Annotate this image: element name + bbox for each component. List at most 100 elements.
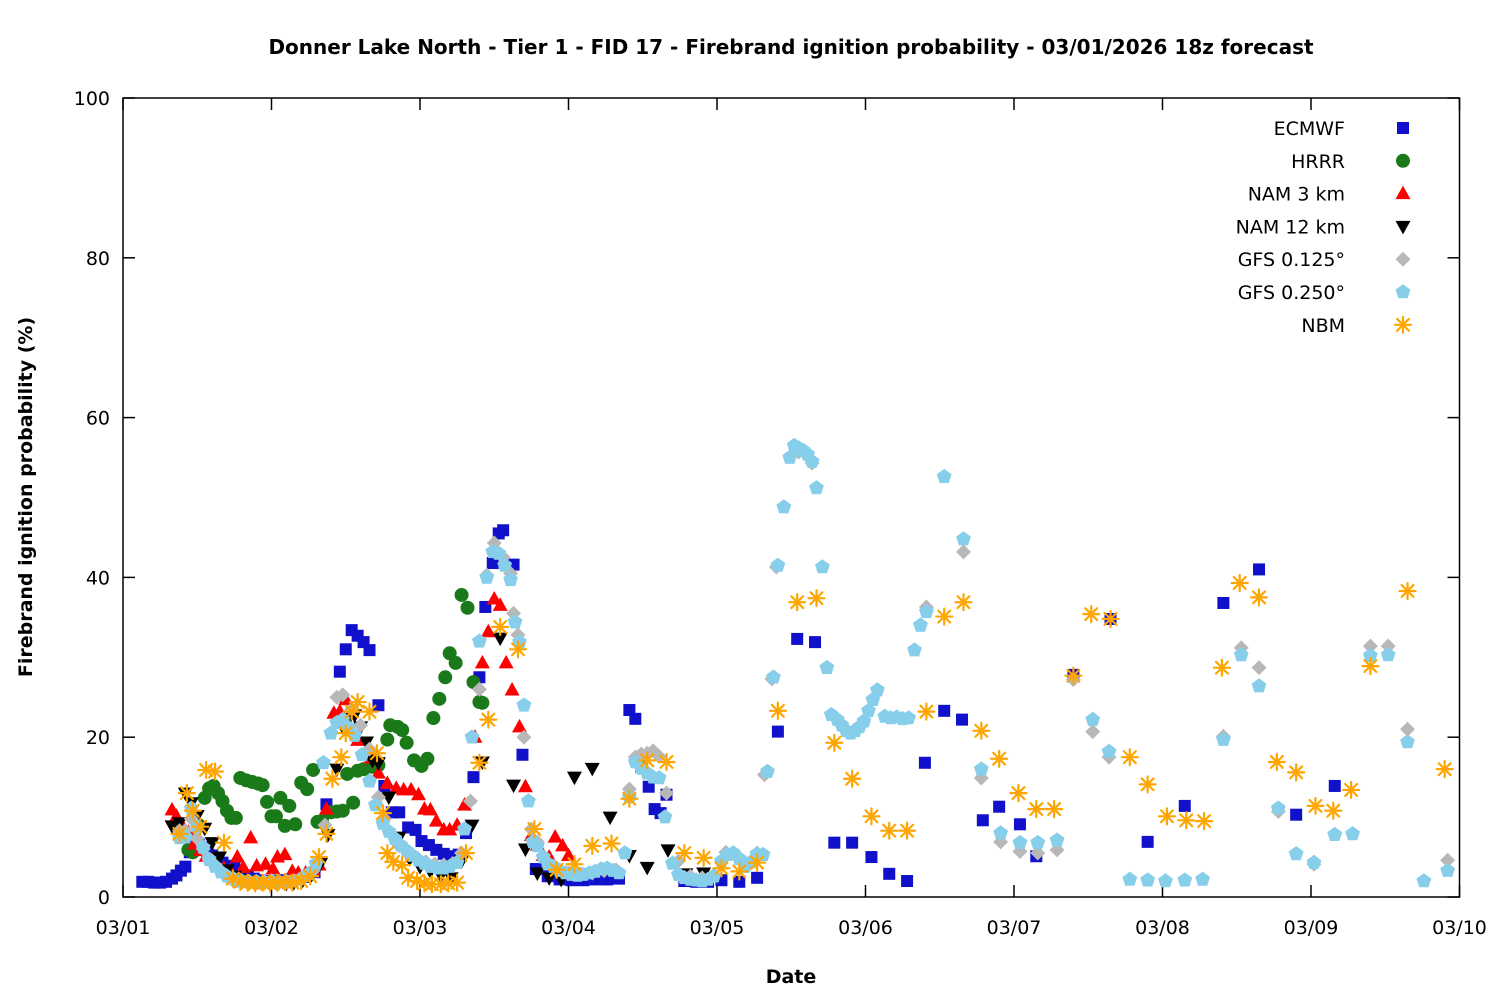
data-point [448, 873, 467, 892]
data-point [407, 871, 427, 891]
data-point [472, 633, 487, 648]
data-point [1212, 658, 1232, 677]
x-tick-label: 03/03 [393, 917, 448, 939]
data-point [1290, 808, 1303, 821]
data-point [828, 836, 841, 849]
data-point [464, 819, 480, 834]
data-point [917, 702, 936, 721]
data-point [492, 597, 508, 611]
data-point [411, 786, 427, 801]
data-point [1157, 807, 1177, 826]
data-point [825, 733, 844, 752]
data-point [363, 644, 376, 657]
data-point [561, 847, 576, 861]
data-point [309, 847, 329, 867]
data-point [1009, 784, 1028, 803]
data-point [335, 687, 351, 703]
y-tick-label: 60 [86, 408, 110, 430]
data-point [956, 544, 972, 560]
data-point [665, 855, 680, 870]
data-point [901, 710, 916, 725]
data-point [938, 704, 951, 717]
x-axis-label: Date [766, 966, 817, 988]
data-point [426, 711, 441, 726]
legend-label: NBM [1301, 315, 1345, 337]
data-point [712, 859, 731, 878]
data-point [1435, 760, 1454, 779]
data-point [751, 871, 764, 884]
data-point [491, 545, 507, 560]
data-point [541, 872, 557, 886]
data-point [819, 659, 835, 674]
legend-entry-nam-12-km: NAM 12 km [1236, 216, 1411, 238]
legend-entry-ecmwf: ECMWF [1274, 118, 1409, 140]
data-point [1400, 721, 1416, 737]
data-point [1327, 826, 1343, 841]
data-point [370, 765, 386, 779]
data-point [353, 717, 369, 733]
data-point [409, 823, 422, 836]
data-point [197, 760, 216, 780]
series-ecmwf [136, 524, 1341, 889]
data-point [1194, 811, 1214, 831]
data-point [332, 748, 351, 767]
x-tick-label: 03/04 [541, 917, 596, 939]
data-point [1177, 811, 1196, 830]
data-point [768, 701, 787, 720]
data-point [212, 851, 228, 866]
data-point [471, 681, 487, 697]
data-point [1013, 818, 1026, 831]
data-point [422, 801, 438, 816]
data-point [1141, 835, 1154, 848]
data-point [464, 729, 480, 744]
data-point [191, 817, 210, 836]
data-point [1249, 588, 1269, 607]
data-point [639, 861, 655, 876]
data-point [381, 791, 397, 806]
data-point [804, 453, 820, 468]
data-point [373, 804, 392, 823]
data-point [457, 797, 473, 811]
data-point [393, 855, 412, 875]
data-point [760, 763, 775, 778]
data-point [566, 771, 582, 786]
legend-marker-triangle-up-icon [1395, 185, 1411, 200]
data-point [492, 632, 508, 647]
data-point [456, 843, 476, 863]
data-point [301, 867, 320, 886]
legend-marker-circle-icon [1396, 153, 1410, 168]
data-point [399, 735, 414, 750]
data-point [776, 499, 792, 514]
data-point [865, 851, 878, 864]
data-point [329, 763, 345, 778]
plot-border [122, 97, 1461, 898]
data-point [870, 682, 885, 697]
data-point [583, 836, 602, 855]
data-point [1251, 660, 1267, 676]
data-point [243, 829, 259, 844]
data-point [372, 699, 385, 712]
data-point [354, 747, 370, 762]
data-point [617, 845, 633, 860]
data-point [954, 593, 973, 612]
data-point [657, 752, 676, 772]
data-point [651, 770, 667, 785]
data-point [1027, 800, 1046, 819]
data-point [659, 785, 675, 801]
data-point [516, 748, 529, 761]
data-point [317, 824, 336, 843]
data-point [1400, 734, 1415, 749]
data-point [282, 798, 297, 813]
data-point [300, 782, 315, 797]
data-point [993, 800, 1006, 813]
legend-label: GFS 0.250° [1238, 282, 1345, 304]
data-point [861, 703, 876, 718]
data-point [235, 859, 251, 873]
data-point [935, 607, 954, 626]
data-point [1345, 826, 1360, 841]
data-point [611, 865, 627, 880]
legend-marker-asterisk-icon [1393, 315, 1413, 334]
data-point [1440, 862, 1455, 877]
data-point [503, 572, 518, 587]
